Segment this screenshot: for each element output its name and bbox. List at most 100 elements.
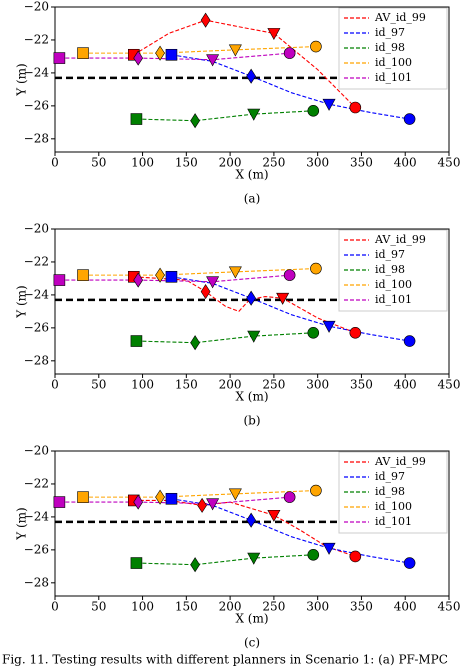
circle-marker — [283, 269, 296, 281]
x-tick-label: 450 — [438, 156, 461, 170]
y-axis-label: Y (m) — [15, 63, 29, 96]
x-tick-label: 250 — [262, 156, 285, 170]
series-line — [171, 276, 410, 342]
square-marker — [77, 269, 89, 281]
square-marker — [53, 496, 66, 508]
diamond-marker — [200, 284, 211, 300]
y-tick-label: −20 — [24, 444, 49, 458]
triangle-marker — [322, 320, 336, 333]
panel-label: (a) — [244, 192, 261, 206]
square-marker — [77, 47, 89, 59]
x-tick-label: 100 — [131, 600, 154, 614]
diamond-marker — [155, 267, 165, 283]
square-marker — [165, 270, 178, 283]
triangle-marker — [228, 488, 242, 501]
triangle-marker — [276, 292, 290, 305]
y-tick-label: −24 — [24, 509, 50, 523]
square-marker — [130, 113, 143, 125]
legend-label: id_101 — [375, 515, 412, 528]
legend-label: id_100 — [375, 56, 412, 69]
series-line — [133, 499, 356, 557]
legend-label: AV_id_99 — [374, 455, 426, 468]
y-axis-label: Y (m) — [15, 507, 29, 540]
triangle-marker — [247, 108, 261, 121]
caption: Fig. 11. Testing results with different … — [2, 653, 448, 667]
x-tick-label: 200 — [219, 600, 242, 614]
circle-marker — [403, 557, 416, 569]
x-tick-label: 250 — [262, 600, 285, 614]
series-line — [171, 498, 410, 564]
diamond-marker — [246, 290, 256, 306]
triangle-marker — [322, 542, 336, 555]
triangle-marker — [228, 44, 242, 57]
plot-area — [54, 450, 450, 597]
legend-label: AV_id_99 — [374, 233, 426, 246]
x-tick-label: 450 — [438, 600, 461, 614]
x-tick-label: 200 — [219, 156, 242, 170]
circle-marker — [310, 484, 322, 497]
legend-label: id_98 — [375, 263, 405, 276]
triangle-marker — [206, 498, 220, 511]
x-axis-label: X (m) — [235, 168, 268, 182]
diamond-marker — [133, 494, 144, 510]
square-marker — [165, 48, 178, 61]
diamond-marker — [190, 113, 200, 129]
x-tick-label: 400 — [394, 378, 417, 392]
triangle-marker — [206, 54, 220, 67]
y-tick-label: −22 — [24, 254, 49, 268]
x-tick-label: 100 — [131, 378, 154, 392]
legend-label: AV_id_99 — [374, 11, 426, 24]
square-marker — [130, 335, 143, 347]
circle-marker — [349, 101, 362, 114]
x-tick-label: 300 — [306, 600, 329, 614]
legend-label: id_97 — [375, 248, 405, 261]
circle-marker — [349, 550, 362, 563]
y-tick-label: −26 — [24, 542, 49, 556]
panel-label: (b) — [243, 414, 260, 428]
diamond-marker — [246, 68, 256, 84]
plot-area — [54, 6, 450, 153]
legend-label: id_101 — [375, 71, 412, 84]
diamond-marker — [133, 50, 144, 66]
circle-marker — [283, 491, 296, 503]
diamond-marker — [246, 512, 256, 528]
y-tick-label: −24 — [24, 287, 50, 301]
x-tick-label: 450 — [438, 378, 461, 392]
plot-area — [54, 228, 450, 375]
square-marker — [53, 274, 66, 286]
diamond-marker — [155, 489, 165, 505]
legend-label: id_98 — [375, 485, 405, 498]
x-tick-label: 50 — [91, 378, 106, 392]
series-line — [133, 19, 356, 108]
series-line — [136, 554, 314, 566]
y-tick-label: −28 — [24, 575, 49, 589]
series-line — [136, 110, 314, 122]
y-tick-label: −22 — [24, 32, 49, 46]
x-tick-label: 50 — [91, 600, 106, 614]
legend-label: id_97 — [375, 470, 405, 483]
x-tick-label: 50 — [91, 156, 106, 170]
diamond-marker — [200, 12, 211, 28]
x-tick-label: 150 — [175, 600, 198, 614]
x-tick-label: 350 — [350, 600, 373, 614]
x-tick-label: 400 — [394, 156, 417, 170]
series-line — [83, 489, 316, 498]
square-marker — [130, 557, 143, 569]
legend-label: id_98 — [375, 41, 405, 54]
series-line — [83, 45, 316, 54]
circle-marker — [403, 335, 416, 347]
x-axis-label: X (m) — [235, 390, 268, 404]
x-tick-label: 350 — [350, 156, 373, 170]
circle-marker — [307, 105, 320, 117]
legend-label: id_100 — [375, 278, 412, 291]
diamond-marker — [133, 272, 144, 288]
circle-marker — [403, 113, 416, 125]
y-tick-label: −26 — [24, 320, 49, 334]
y-tick-label: −20 — [24, 0, 49, 14]
legend-label: id_101 — [375, 293, 412, 306]
x-tick-label: 300 — [306, 156, 329, 170]
x-tick-label: 0 — [51, 378, 59, 392]
circle-marker — [349, 327, 362, 339]
x-tick-label: 250 — [262, 378, 285, 392]
circle-marker — [307, 549, 320, 561]
